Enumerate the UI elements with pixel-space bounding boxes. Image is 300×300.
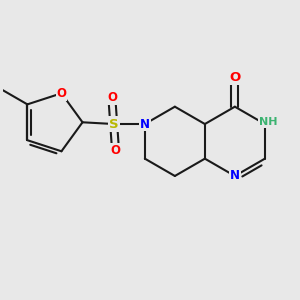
Text: N: N [230,169,240,182]
Text: O: O [229,71,241,84]
Text: O: O [107,91,117,104]
Text: O: O [110,144,120,157]
Text: O: O [56,87,67,100]
Text: NH: NH [259,117,278,127]
Text: N: N [140,118,150,130]
Text: S: S [109,118,118,130]
